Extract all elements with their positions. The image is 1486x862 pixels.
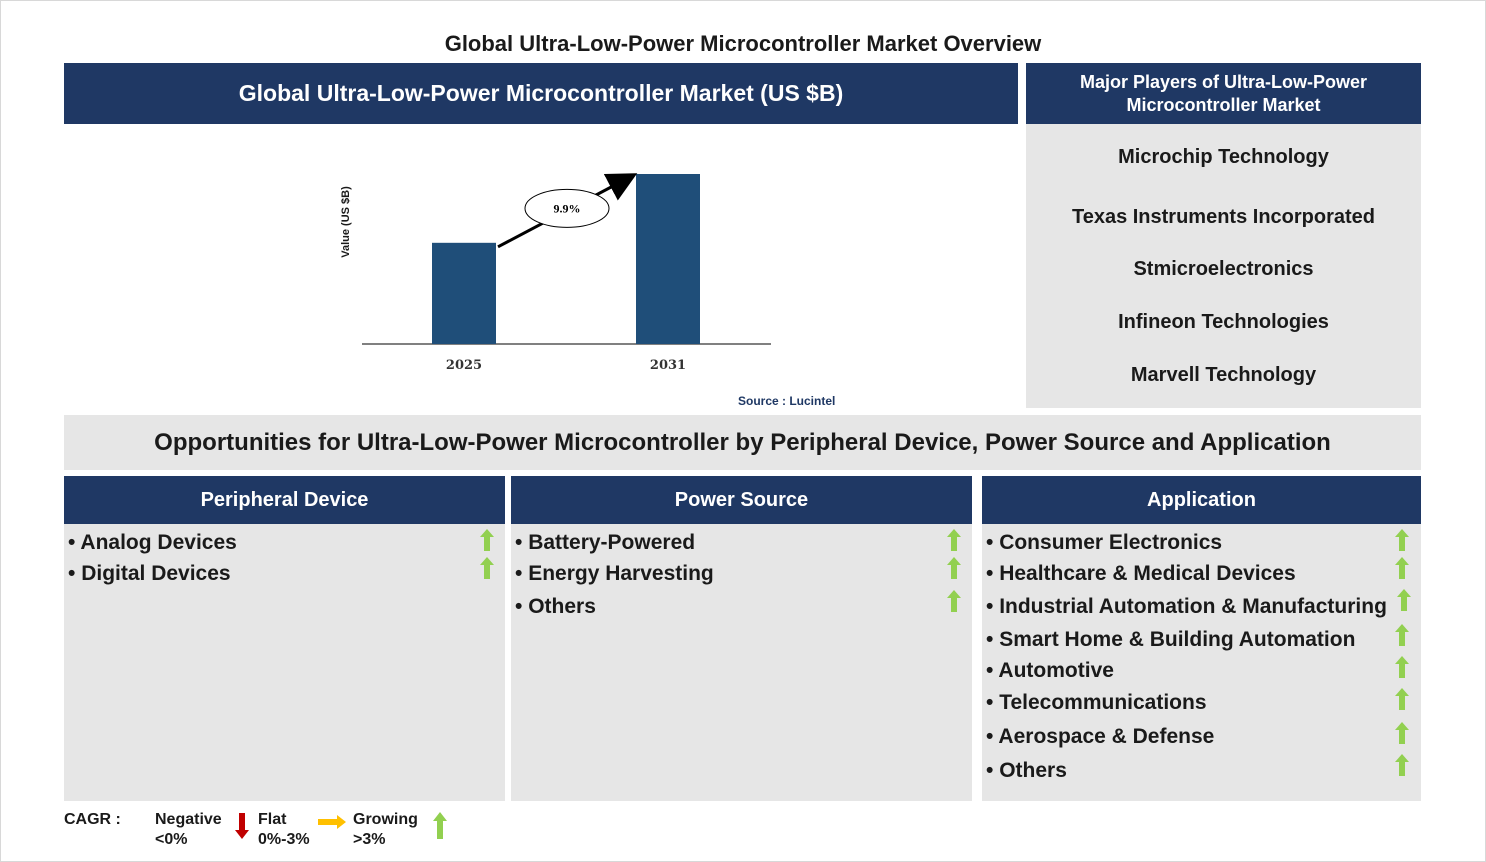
list-item: Telecommunications [986, 691, 1206, 715]
x-tick-label: 2031 [650, 358, 686, 373]
legend-label: CAGR : [64, 811, 121, 828]
player-item: Stmicroelectronics [1133, 258, 1314, 280]
growing-arrow-icon [1395, 754, 1409, 776]
negative-arrow-icon [235, 813, 249, 839]
segment-header-application: Application [982, 476, 1421, 524]
player-item: Infineon Technologies [1118, 311, 1329, 333]
list-item: Healthcare & Medical Devices [986, 562, 1295, 586]
opportunities-banner: Opportunities for Ultra-Low-Power Microc… [64, 415, 1421, 470]
growing-arrow-icon [1397, 589, 1411, 611]
bar-chart: Value (US $B) 2025 2031 9.9% [340, 173, 771, 373]
legend-flat: Flat 0%-3% [258, 810, 310, 850]
legend-negative-range: <0% [155, 831, 188, 848]
growing-arrow-icon [1395, 624, 1409, 646]
list-item: Others [986, 759, 1067, 783]
growing-arrow-icon [1395, 557, 1409, 579]
growing-arrow-icon [480, 529, 494, 551]
x-tick-label: 2025 [446, 358, 482, 373]
list-item: Analog Devices [68, 531, 236, 555]
player-item: Marvell Technology [1130, 364, 1317, 386]
growing-arrow-icon [1395, 656, 1409, 678]
list-item: Digital Devices [68, 562, 230, 586]
players-header: Major Players of Ultra-Low-Power Microco… [1026, 63, 1421, 124]
player-item: Texas Instruments Incorporated [1071, 206, 1376, 228]
legend-growing: Growing >3% [353, 810, 418, 850]
legend-growing-range: >3% [353, 831, 386, 848]
list-item: Aerospace & Defense [986, 725, 1214, 749]
players-list: Microchip Technology Texas Instruments I… [1026, 124, 1421, 408]
list-item: Battery-Powered [515, 531, 695, 555]
list-item: Consumer Electronics [986, 531, 1222, 555]
cagr-label: 9.9% [554, 201, 581, 215]
growing-arrow-icon [433, 812, 447, 839]
legend-flat-range: 0%-3% [258, 831, 310, 848]
legend-flat-label: Flat [258, 811, 287, 828]
list-item: Automotive [986, 659, 1114, 683]
growing-arrow-icon [947, 557, 961, 579]
growing-arrow-icon [1395, 722, 1409, 744]
growing-arrow-icon [947, 529, 961, 551]
list-item: Energy Harvesting [515, 562, 714, 586]
segment-list-application: Consumer Electronics Healthcare & Medica… [982, 524, 1421, 801]
y-axis-label: Value (US $B) [340, 186, 352, 258]
list-item: Industrial Automation & Manufacturing [986, 595, 1387, 619]
bar-2031 [636, 174, 700, 344]
bar-2025 [432, 242, 496, 344]
chart-source: Source : Lucintel [738, 394, 836, 408]
segment-list-power-source: Battery-Powered Energy Harvesting Others [511, 524, 972, 801]
flat-arrow-icon [318, 815, 346, 829]
legend-negative: Negative <0% [155, 810, 222, 850]
growing-arrow-icon [947, 590, 961, 612]
player-item: Microchip Technology [1118, 146, 1329, 168]
cagr-ellipse [524, 188, 610, 228]
segment-header-peripheral-device: Peripheral Device [64, 476, 505, 524]
legend-negative-label: Negative [155, 811, 222, 828]
growing-arrow-icon [1395, 529, 1409, 551]
growing-arrow-icon [480, 557, 494, 579]
growing-arrow-icon [1395, 688, 1409, 710]
list-item: Smart Home & Building Automation [986, 628, 1355, 652]
list-item: Others [515, 595, 596, 619]
segment-header-power-source: Power Source [511, 476, 972, 524]
players-header-text: Major Players of Ultra-Low-Power Microco… [1079, 71, 1368, 115]
legend-growing-label: Growing [353, 811, 418, 828]
chart-header: Global Ultra-Low-Power Microcontroller M… [64, 63, 1018, 124]
segment-list-peripheral-device: Analog Devices Digital Devices [64, 524, 505, 801]
page-title: Global Ultra-Low-Power Microcontroller M… [444, 31, 1042, 56]
